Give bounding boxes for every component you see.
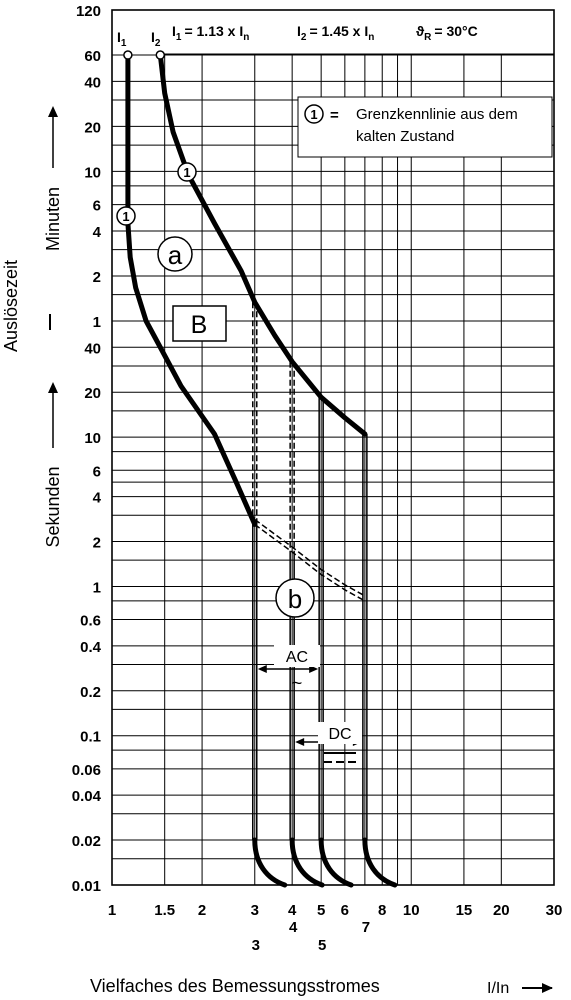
y-tick-label: 0.1 [80,729,101,746]
svg-text:=: = [330,107,339,124]
y-tick-label: 1 [93,579,101,596]
y-tick-label: 10 [84,430,101,447]
y-tick-label: 10 [84,164,101,181]
x-tick-label: 8 [378,902,386,919]
upper-trip-curve [157,52,368,437]
x-tick-label: 30 [546,902,563,919]
svg-text:1: 1 [310,107,317,122]
tail-curve-3 [252,837,288,888]
curve-type-label: B [172,305,227,342]
y-tick-label: 20 [84,119,101,136]
x-axis-title: Vielfaches des Bemessungsstromes [90,976,380,996]
y-tick-label: 40 [84,340,101,357]
region-b-label: b [275,578,315,618]
x-tick-label: 6 [341,902,349,919]
dc-range-label: DC [318,722,362,763]
svg-text:b: b [288,584,302,614]
ac-range-label: AC ~ [274,645,320,693]
x-mark-label: 7 [362,919,370,936]
header-formula: I1 = 1.13 x In I2 = 1.45 x In ϑR = 30°C [172,23,478,43]
svg-text:I1= 1.13 x In: I1 = 1.13 x In [172,23,249,43]
svg-text:~: ~ [292,673,303,693]
x-tick-label: 2 [198,902,206,919]
lower-trip-curve [125,52,258,527]
y-tick-label: 60 [84,48,101,65]
y-tick-label: 6 [93,198,101,215]
svg-text:Sekunden: Sekunden [43,466,63,547]
i2-label: I2 [151,29,161,49]
svg-text:ϑR= 30°C: ϑR = 30°C [416,23,478,43]
y-axis-minutes-label: Minuten [43,106,63,251]
i2-marker [155,50,166,60]
region-a-label: a [157,236,193,272]
y-tick-label: 0.2 [80,684,101,701]
y-tick-label: 4 [93,224,102,241]
svg-text:1: 1 [122,209,129,224]
x-tick-label: 20 [493,902,510,919]
svg-text:Minuten: Minuten [43,187,63,251]
svg-text:AC: AC [286,649,308,666]
svg-text:I2= 1.45 x In: I2 = 1.45 x In [297,23,374,43]
svg-text:1: 1 [183,165,190,180]
cold-marker-lower: 1 [116,206,136,226]
y-tick-label: 40 [84,74,101,91]
tail-curve-4 [289,837,325,888]
x-tick-label: 3 [251,902,259,919]
svg-text:B: B [191,311,208,339]
y-tick-label: 0.04 [72,788,102,805]
x-tick-label: 1.5 [154,902,175,919]
x-mark-label: 3 [252,937,260,954]
y-tick-label: 0.06 [72,762,101,779]
y-tick-label: 6 [93,463,101,480]
svg-text:DC: DC [328,726,351,743]
y-tick-label: 0.02 [72,833,101,850]
tick-labels: 1 1.5 2 3 4 5 6 8 10 15 20 303457120604020106421402… [72,3,563,954]
thermal-continuation [254,523,366,602]
x-tick-label: 4 [288,902,297,919]
y-tick-label: 0.6 [80,613,101,630]
svg-text:I/In: I/In [487,980,509,997]
x-tick-label: 1 [108,902,116,919]
y-axis-seconds-label: Sekunden [43,382,63,548]
x-tick-label: 15 [456,902,473,919]
x-mark-label: 5 [318,937,326,954]
x-tick-label: 5 [317,902,325,919]
svg-text:Grenzkennlinie aus dem: Grenzkennlinie aus dem [356,106,518,123]
i1-label: I1 [117,29,127,49]
grid [111,9,555,886]
y-tick-label: 0.4 [80,639,102,656]
i1-marker [123,50,133,60]
curves [123,50,398,888]
y-tick-label: 0.01 [72,878,101,895]
y-tick-label: 2 [93,269,101,286]
y-tick-label: 2 [93,535,101,552]
x-axis-unit: I/In [487,980,553,997]
tail-curve-5 [318,837,354,888]
y-tick-label: 4 [93,490,102,507]
y-tick-label: 120 [76,3,101,20]
cold-marker-upper: 1 [177,162,197,182]
y-axis-title: Auslösezeit [1,260,21,352]
x-tick-label: 10 [403,902,420,919]
legend: 1 = Grenzkennlinie aus dem kalten Zustan… [297,96,553,158]
y-tick-label: 1 [93,314,101,331]
svg-text:kalten Zustand: kalten Zustand [356,128,454,145]
x-mark-label: 4 [289,919,298,936]
svg-text:a: a [168,240,183,270]
tail-curve-7 [362,837,398,888]
y-tick-label: 20 [84,385,101,402]
thermal-continuation [254,518,366,597]
